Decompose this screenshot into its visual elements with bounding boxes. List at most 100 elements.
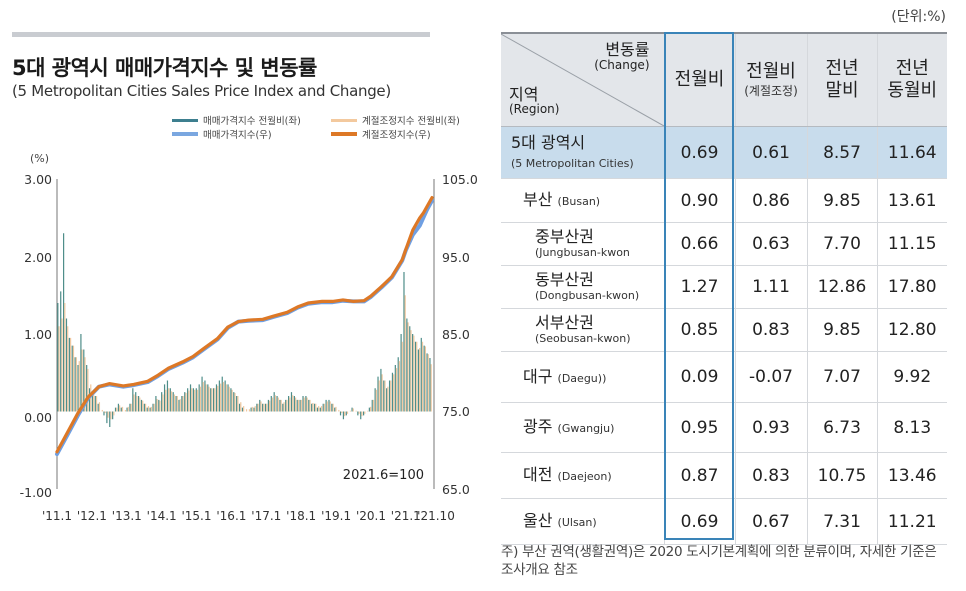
bar-sa-mom (378, 380, 380, 412)
bar-mom (316, 407, 319, 412)
legend-item-index: 매매가격지수(우) (172, 127, 272, 141)
region-cell: 5대 광역시 (5 Metropolitan Cities) (501, 126, 664, 179)
value-cell: 13.61 (876, 178, 947, 223)
bar-sa-mom (182, 396, 184, 412)
bar-sa-mom (191, 388, 193, 412)
value-cell: 11.21 (876, 498, 947, 545)
table-row: 대구 (Daegu)) 0.09 -0.07 7.07 9.92 (501, 351, 947, 403)
x-tick-label: '15.1 (181, 509, 211, 523)
value-cell: 0.67 (734, 498, 807, 545)
bar-mom (299, 399, 301, 412)
bar-mom (250, 407, 252, 412)
bar-mom (218, 380, 220, 412)
bar-mom (420, 337, 422, 412)
bar-mom (155, 396, 157, 412)
bar-sa-mom (303, 397, 305, 412)
bar-mom (386, 388, 388, 412)
bar-mom (241, 407, 244, 412)
bar-mom (175, 396, 177, 412)
bar-sa-mom (127, 406, 129, 412)
bar-sa-mom (355, 410, 357, 412)
value-cell: 17.80 (876, 265, 947, 309)
bar-mom (215, 384, 218, 412)
bar-sa-mom (358, 411, 360, 414)
bar-sa-mom (404, 295, 406, 412)
bar-sa-mom (225, 384, 227, 412)
legend-item-sa-mom: 계절조정지수 전월비(좌) (331, 113, 460, 127)
change-table: 변동률 (Change) 지역 (Region) 전월비 전월비 (계절조정) 전년 말… (501, 32, 947, 545)
value-cell: 11.64 (876, 126, 947, 179)
bar-sa-mom (78, 361, 80, 412)
bar-mom (71, 345, 73, 412)
bar-sa-mom (352, 408, 354, 412)
value-cell: 0.09 (663, 351, 735, 403)
bar-mom (184, 392, 186, 412)
bar-mom (293, 396, 295, 412)
bar-sa-mom (240, 402, 242, 412)
bar-sa-mom (283, 402, 285, 412)
bar-mom (77, 365, 79, 412)
bar-mom (391, 372, 394, 412)
value-cell: 0.83 (734, 452, 807, 499)
value-cell: 0.95 (663, 402, 735, 453)
bar-mom (357, 411, 359, 416)
bar-mom (397, 357, 399, 412)
bar-mom (328, 399, 330, 412)
bar-sa-mom (323, 403, 326, 412)
value-cell: 7.31 (806, 498, 877, 545)
table-row: 중부산권 (Jungbusan-kwon 0.66 0.63 7.70 11.15 (501, 222, 947, 266)
bar-sa-mom (398, 361, 401, 412)
bar-sa-mom (395, 368, 398, 412)
bar-sa-mom (228, 386, 230, 412)
value-cell: 0.83 (734, 308, 807, 352)
bar-sa-mom (196, 389, 199, 412)
value-cell: 0.90 (663, 178, 735, 223)
bar-sa-mom (419, 347, 421, 412)
bar-mom (345, 411, 347, 416)
bar-mom (88, 388, 91, 412)
bar-mom (126, 407, 128, 412)
header-region: 지역 (Region) (509, 84, 560, 117)
value-cell: 1.11 (734, 265, 807, 309)
value-cell: 0.85 (663, 308, 735, 352)
bar-sa-mom (165, 389, 167, 412)
bar-sa-mom (147, 406, 150, 412)
bar-sa-mom (349, 410, 351, 412)
bar-mom (65, 318, 68, 412)
value-cell: 0.61 (734, 126, 807, 179)
bar-sa-mom (58, 326, 60, 412)
value-cell: 0.63 (734, 222, 807, 266)
chart-subtitle: (5 Metropolitan Cities Sales Price Index… (12, 82, 391, 100)
bar-mom (383, 380, 385, 412)
right-tick: 85.0 (442, 327, 470, 342)
region-cell: 광주 (Gwangju) (501, 402, 664, 453)
bar-sa-mom (266, 403, 268, 412)
value-cell: 0.69 (663, 126, 735, 179)
legend-item-mom: 매매가격지수 전월비(좌) (172, 113, 301, 127)
bar-mom (262, 403, 264, 412)
bar-mom (351, 407, 353, 412)
x-tick-label: '14.1 (147, 509, 177, 523)
bar-mom (253, 407, 255, 412)
left-axis-unit: (%) (30, 152, 49, 165)
value-cell: 11.15 (876, 222, 947, 266)
bar-sa-mom (202, 382, 204, 412)
bar-mom (187, 388, 189, 412)
legend-label: 계절조정지수 전월비(좌) (362, 116, 460, 127)
bar-mom (236, 396, 238, 412)
bar-sa-mom (153, 403, 155, 412)
bar-sa-mom (430, 364, 432, 412)
region-cell: 울산 (Ulsan) (501, 498, 664, 545)
bar-sa-mom (364, 411, 366, 414)
left-tick: -1.00 (20, 485, 52, 500)
bar-mom (311, 403, 313, 412)
table-header-row: 변동률 (Change) 지역 (Region) 전월비 전월비 (계절조정) 전년 말… (501, 32, 947, 127)
value-cell: 0.69 (663, 498, 735, 545)
bar-mom (426, 353, 428, 412)
value-cell: 9.85 (806, 178, 877, 223)
bar-sa-mom (309, 399, 311, 412)
bar-sa-mom (254, 406, 256, 412)
bar-sa-mom (144, 403, 147, 412)
bar-mom (305, 396, 307, 412)
bar-mom (368, 407, 370, 412)
